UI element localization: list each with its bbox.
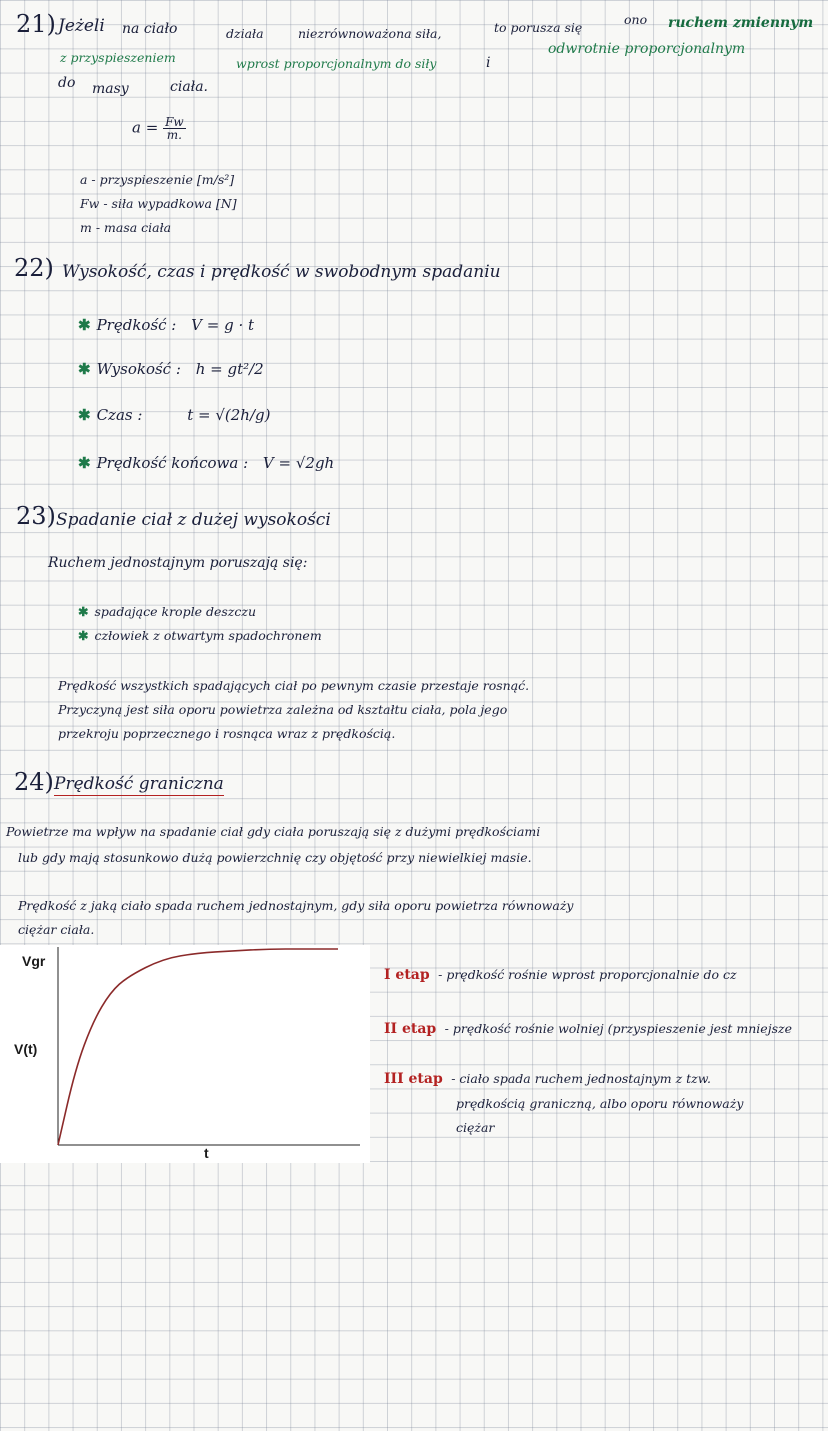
s22-item-label: Prędkość :	[96, 316, 177, 334]
section-22-title: Wysokość, czas i prędkość w swobodnym sp…	[62, 262, 501, 282]
section-22-number: 22)	[14, 254, 54, 282]
stage-text-continued: ciężar	[456, 1120, 495, 1135]
s22-item: ✱ Prędkość : V = g · t	[78, 318, 254, 333]
s22-item-formula: t = √(2h/g)	[187, 406, 271, 424]
chart-y-tick-vgr: Vgr	[22, 953, 46, 969]
s21-word: do	[58, 75, 76, 91]
s22-item: ✱ Wysokość : h = gt²/2	[78, 362, 264, 377]
stage-text-continued: prędkością graniczną, albo oporu równowa…	[456, 1096, 744, 1111]
s23-item: ✱ spadające krople deszczu	[78, 604, 256, 619]
s22-item-formula: h = gt²/2	[195, 360, 264, 378]
formula-numerator: Fw	[163, 115, 186, 129]
s21-word: Jeżeli	[58, 16, 105, 36]
stage-text: - prędkość rośnie wolniej (przyspieszeni…	[444, 1021, 792, 1036]
star-icon: ✱	[78, 406, 91, 424]
s21-word: to porusza się	[494, 20, 583, 35]
stage-text: - ciało spada ruchem jednostajnym z tzw.	[451, 1071, 711, 1086]
star-icon: ✱	[78, 628, 89, 643]
s22-item-label: Wysokość :	[96, 360, 181, 378]
s21-legend-item: m - masa ciała	[80, 220, 172, 235]
stage-item: III etap - ciało spada ruchem jednostajn…	[384, 1072, 711, 1086]
s23-subtitle: Ruchem jednostajnym poruszają się:	[48, 555, 308, 571]
stage-label: I etap	[384, 967, 430, 983]
section-24-title: Prędkość graniczna	[54, 774, 224, 796]
section-23-title: Spadanie ciał z dużej wysokości	[56, 510, 331, 530]
s21-word: ciała.	[170, 79, 209, 95]
s21-word: ono	[624, 12, 648, 27]
s21-legend-item: a - przyspieszenie [m/s²]	[80, 172, 235, 187]
s24-paragraph-line: Prędkość z jaką ciało spada ruchem jedno…	[18, 898, 574, 913]
s23-item: ✱ człowiek z otwartym spadochronem	[78, 628, 322, 643]
star-icon: ✱	[78, 316, 91, 334]
velocity-curve	[57, 948, 338, 1146]
star-icon: ✱	[78, 360, 91, 378]
formula-fraction: Fw m.	[163, 116, 186, 141]
section-23-number: 23)	[16, 502, 56, 530]
s21-word: niezrównoważona siła,	[298, 26, 442, 41]
s22-item-formula: V = g · t	[191, 316, 255, 334]
stage-label: II etap	[384, 1021, 437, 1037]
s23-paragraph-line: Przyczyną jest siła oporu powietrza zale…	[58, 702, 508, 717]
section-21-number: 21)	[16, 10, 56, 38]
star-icon: ✱	[78, 454, 91, 472]
s22-item-label: Czas :	[96, 406, 143, 424]
velocity-time-chart: Vgr V(t) t	[0, 945, 370, 1163]
s22-item-label: Prędkość końcowa :	[96, 454, 249, 472]
s23-paragraph-line: Prędkość wszystkich spadających ciał po …	[58, 678, 530, 693]
s21-word: na ciało	[122, 21, 178, 37]
s21-word: i	[486, 55, 491, 71]
s21-word: masy	[92, 81, 129, 97]
section-24-title-text: Prędkość graniczna	[54, 774, 224, 796]
stage-item: II etap - prędkość rośnie wolniej (przys…	[384, 1022, 792, 1036]
s23-paragraph-line: przekroju poprzecznego i rosnąca wraz z …	[58, 726, 396, 741]
s24-paragraph-line: ciężar ciała.	[18, 922, 95, 937]
s21-legend-item: Fw - siła wypadkowa [N]	[80, 196, 237, 211]
star-icon: ✱	[78, 604, 89, 619]
stage-text: - prędkość rośnie wprost proporcjonalnie…	[438, 967, 737, 982]
formula-lhs: a =	[132, 118, 159, 137]
s21-word: działa	[226, 26, 264, 41]
s24-paragraph-line: Powietrze ma wpływ na spadanie ciał gdy …	[6, 824, 541, 839]
s21-highlight: ruchem zmiennym	[668, 15, 814, 31]
s22-item-formula: V = √2gh	[262, 454, 335, 472]
s21-highlight: odwrotnie proporcjonalnym	[548, 41, 746, 57]
s22-item: ✱ Czas : t = √(2h/g)	[78, 408, 270, 423]
s21-formula: a = Fw m.	[132, 116, 186, 141]
s23-item-text: człowiek z otwartym spadochronem	[94, 628, 322, 643]
s24-paragraph-line: lub gdy mają stosunkowo dużą powierzchni…	[18, 850, 532, 865]
chart-plot	[57, 947, 360, 1146]
s21-highlight: z przyspieszeniem	[60, 50, 176, 65]
chart-y-axis-label: V(t)	[14, 1041, 38, 1057]
s21-highlight: wprost proporcjonalnym do siły	[236, 56, 437, 71]
chart-x-axis-label: t	[204, 1145, 209, 1161]
stage-item: I etap - prędkość rośnie wprost proporcj…	[384, 968, 737, 982]
s22-item: ✱ Prędkość końcowa : V = √2gh	[78, 456, 334, 471]
section-24-number: 24)	[14, 768, 54, 796]
formula-denominator: m.	[166, 128, 182, 142]
stage-label: III etap	[384, 1071, 443, 1087]
s23-item-text: spadające krople deszczu	[94, 604, 256, 619]
